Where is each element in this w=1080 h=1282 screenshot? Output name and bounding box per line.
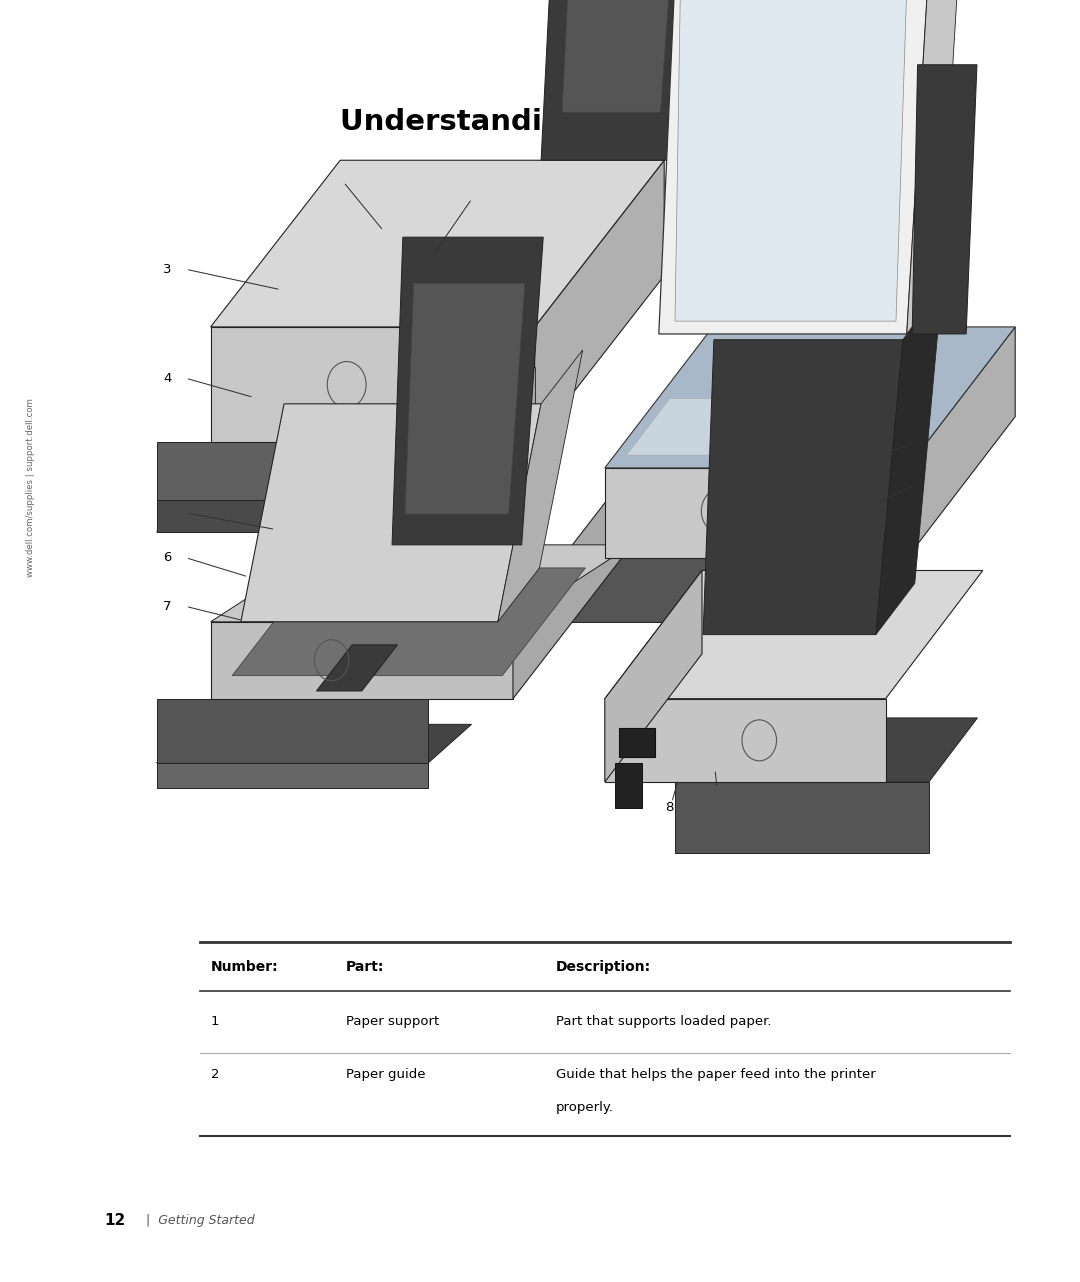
Polygon shape: [211, 545, 632, 622]
Text: 5: 5: [163, 506, 172, 519]
Polygon shape: [619, 728, 656, 756]
Text: 12: 12: [105, 1213, 126, 1228]
Polygon shape: [675, 782, 929, 853]
Text: 1: 1: [211, 1015, 219, 1028]
Polygon shape: [605, 570, 983, 699]
Text: properly.: properly.: [556, 1101, 615, 1114]
Polygon shape: [675, 0, 907, 320]
Polygon shape: [876, 288, 942, 635]
Text: 6: 6: [163, 551, 172, 564]
Text: 3: 3: [163, 263, 172, 276]
Polygon shape: [157, 763, 429, 788]
Text: 1: 1: [471, 186, 480, 199]
Text: Part that supports loaded paper.: Part that supports loaded paper.: [556, 1015, 772, 1028]
Polygon shape: [241, 404, 541, 622]
Bar: [615, 763, 642, 808]
Text: 2: 2: [336, 171, 345, 183]
Text: 8: 8: [665, 801, 674, 814]
Polygon shape: [681, 0, 747, 160]
Polygon shape: [907, 327, 1015, 558]
Polygon shape: [211, 327, 535, 442]
Text: Paper support: Paper support: [346, 1015, 438, 1028]
Polygon shape: [535, 160, 664, 442]
Polygon shape: [913, 64, 977, 333]
Circle shape: [467, 408, 475, 419]
Text: 7: 7: [163, 600, 172, 613]
Polygon shape: [907, 0, 961, 333]
Polygon shape: [498, 350, 583, 622]
Polygon shape: [392, 237, 543, 545]
Text: Part:: Part:: [346, 960, 384, 973]
Polygon shape: [605, 570, 702, 782]
Polygon shape: [513, 468, 632, 699]
Polygon shape: [541, 0, 708, 160]
Polygon shape: [659, 0, 929, 333]
Text: Description:: Description:: [556, 960, 651, 973]
Circle shape: [494, 408, 502, 419]
Polygon shape: [605, 327, 1015, 468]
Circle shape: [467, 395, 475, 405]
Text: |  Getting Started: | Getting Started: [146, 1214, 255, 1227]
Polygon shape: [626, 399, 756, 455]
Text: Number:: Number:: [211, 960, 279, 973]
Polygon shape: [405, 283, 525, 514]
Polygon shape: [562, 583, 860, 622]
Polygon shape: [703, 340, 903, 635]
Text: www.dell.com/supplies | support.dell.com: www.dell.com/supplies | support.dell.com: [26, 397, 35, 577]
Polygon shape: [823, 504, 907, 558]
Text: 11: 11: [915, 436, 932, 449]
Polygon shape: [605, 699, 886, 782]
Polygon shape: [316, 645, 397, 691]
Polygon shape: [157, 724, 472, 763]
Polygon shape: [232, 568, 585, 676]
Text: Understanding the Printer Parts: Understanding the Printer Parts: [340, 108, 869, 136]
Polygon shape: [562, 558, 816, 622]
Polygon shape: [675, 718, 977, 782]
Text: Paper guide: Paper guide: [346, 1068, 426, 1081]
Circle shape: [467, 381, 475, 391]
Circle shape: [494, 395, 502, 405]
Polygon shape: [157, 699, 429, 763]
Polygon shape: [444, 367, 535, 442]
Polygon shape: [605, 468, 907, 558]
Text: 9: 9: [714, 786, 723, 799]
Text: Guide that helps the paper feed into the printer: Guide that helps the paper feed into the…: [556, 1068, 876, 1081]
Text: 2: 2: [211, 1068, 219, 1081]
Circle shape: [494, 381, 502, 391]
Text: 10: 10: [915, 478, 932, 491]
Polygon shape: [211, 160, 664, 327]
Polygon shape: [157, 442, 454, 500]
Polygon shape: [211, 622, 513, 699]
Text: 4: 4: [163, 372, 172, 385]
Polygon shape: [157, 500, 454, 532]
Polygon shape: [157, 481, 508, 532]
Polygon shape: [562, 0, 677, 112]
